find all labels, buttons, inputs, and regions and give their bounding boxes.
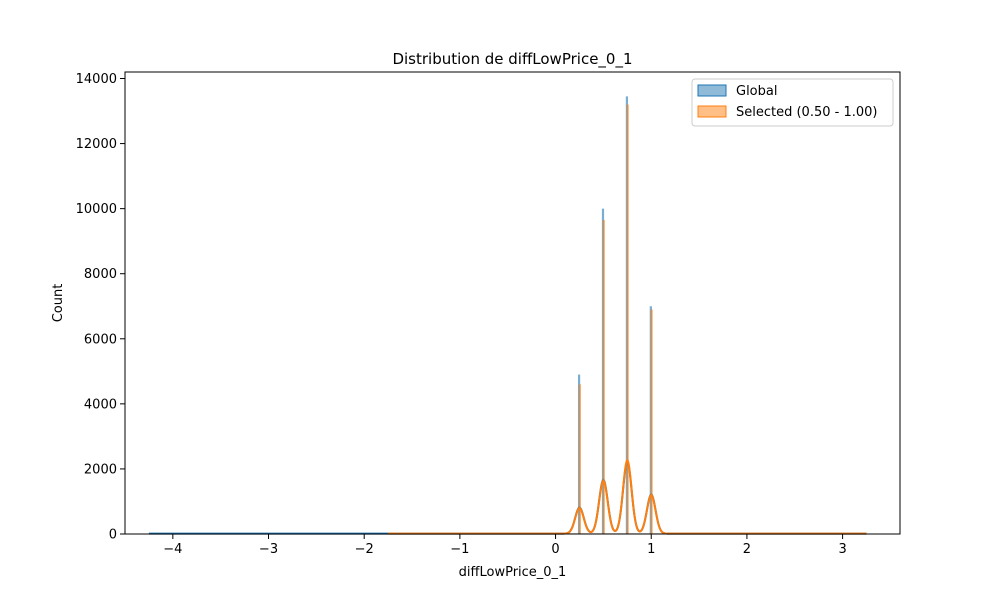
y-tick-label: 0 (109, 528, 117, 543)
series-1 (388, 104, 867, 535)
x-tick-label: −4 (163, 542, 182, 557)
y-tick-label: 14000 (76, 72, 117, 87)
histogram-bar (650, 309, 653, 534)
x-tick-label: 0 (551, 542, 559, 557)
legend-box (691, 78, 894, 127)
y-tick-label: 10000 (76, 202, 117, 217)
y-tick-label: 4000 (84, 397, 117, 412)
x-tick-label: −3 (259, 542, 278, 557)
x-tick-label: 3 (838, 542, 846, 557)
x-axis-title: diffLowPrice_0_1 (459, 565, 567, 580)
legend-label-selected: Selected (0.50 - 1.00) (736, 105, 877, 120)
x-tick-label: −2 (355, 542, 374, 557)
y-tick-label: 8000 (84, 267, 117, 282)
legend: Global Selected (0.50 - 1.00) (691, 78, 894, 127)
legend-swatch-global (697, 84, 727, 97)
chart-title: Distribution de diffLowPrice_0_1 (392, 50, 632, 69)
legend-label-global: Global (736, 84, 777, 99)
x-tick-label: 2 (743, 542, 751, 557)
histogram-bar (626, 104, 629, 534)
histogram-bar (578, 384, 581, 534)
legend-swatch-selected (697, 105, 727, 118)
x-axis: −4 −3 −2 −1 0 1 2 3 (163, 534, 847, 557)
x-tick-label: 1 (647, 542, 655, 557)
y-tick-label: 2000 (84, 462, 117, 477)
y-axis-title: Count (51, 284, 66, 323)
axes-frame (124, 71, 901, 535)
y-axis: 0 2000 4000 6000 8000 10000 12000 14000 (76, 72, 125, 543)
y-tick-label: 6000 (84, 332, 117, 347)
series-0 (148, 96, 867, 535)
kde-line (148, 460, 867, 535)
plot-area (148, 96, 867, 535)
y-tick-label: 12000 (76, 137, 117, 152)
x-tick-label: −1 (450, 542, 469, 557)
histogram-bar (602, 220, 605, 534)
